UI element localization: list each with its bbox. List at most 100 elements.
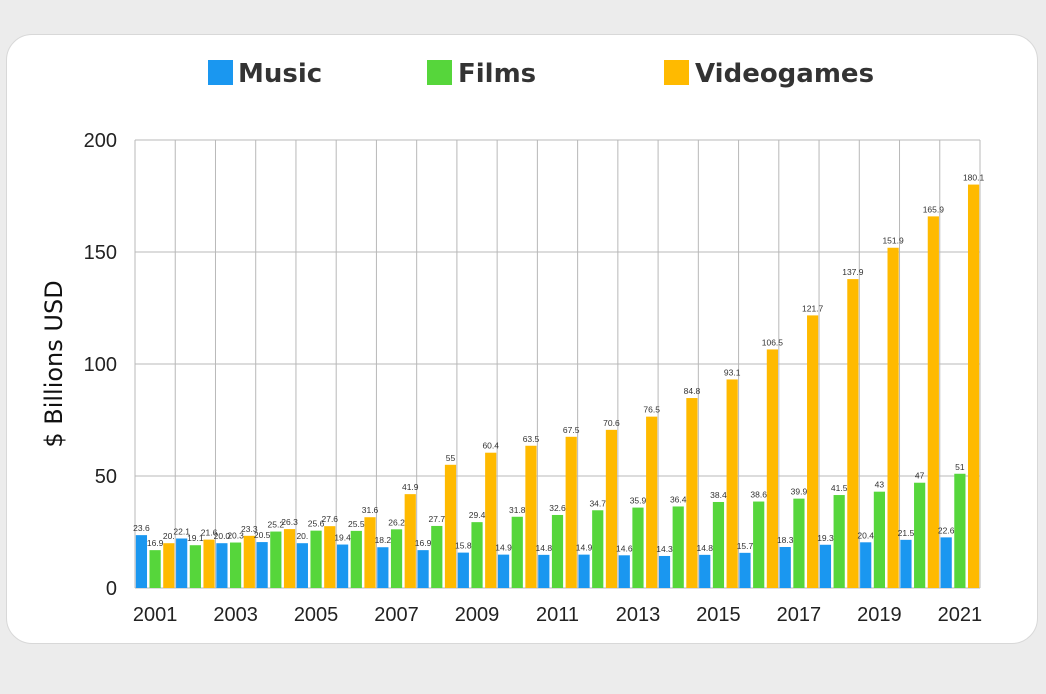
- x-tick-label: 2001: [133, 604, 178, 626]
- data-label-videogames-2017: 121.7: [802, 303, 824, 313]
- data-label-videogames-2016: 106.5: [762, 337, 784, 347]
- bar-films-2015: [712, 501, 725, 588]
- legend-label-films: Films: [458, 59, 536, 89]
- bar-videogames-2006: [364, 517, 376, 588]
- bar-music-2018: [819, 544, 832, 588]
- data-label-music-2006: 19.4: [334, 533, 351, 543]
- bar-music-2005: [296, 543, 308, 588]
- bar-videogames-2011: [565, 436, 577, 588]
- data-label-films-2013: 35.9: [630, 496, 647, 506]
- bar-films-2007: [390, 529, 403, 588]
- data-label-music-2001: 23.6: [133, 523, 150, 533]
- data-label-videogames-2004: 26.3: [281, 517, 298, 527]
- bar-videogames-2019: [887, 247, 899, 588]
- bar-films-2017: [793, 498, 805, 588]
- bar-music-2020: [900, 539, 912, 588]
- bar-films-2020: [914, 482, 926, 588]
- data-label-videogames-2009: 60.4: [482, 441, 499, 451]
- data-label-videogames-2001: 20.: [163, 531, 175, 541]
- bar-videogames-2014: [686, 398, 698, 588]
- bar-films-2011: [551, 514, 564, 588]
- bar-music-2007: [377, 547, 389, 588]
- bar-videogames-2009: [485, 452, 497, 588]
- data-label-videogames-2014: 84.8: [684, 386, 701, 396]
- data-label-music-2013: 14.6: [616, 543, 633, 553]
- data-label-videogames-2021: 180.1: [963, 173, 985, 183]
- bar-films-2019: [873, 491, 886, 588]
- data-label-music-2011: 14.8: [536, 543, 553, 553]
- data-label-music-2018: 19.3: [817, 533, 834, 543]
- bar-music-2012: [578, 554, 590, 588]
- data-label-music-2019: 20.4: [857, 530, 874, 540]
- data-label-music-2016: 15.7: [737, 541, 754, 551]
- bar-videogames-2005: [324, 526, 336, 588]
- data-label-videogames-2002: 21.6: [201, 528, 218, 538]
- x-tick-label: 2005: [294, 604, 339, 626]
- bar-music-2010: [497, 554, 510, 588]
- bar-films-2001: [149, 550, 161, 588]
- bar-music-2016: [739, 552, 751, 588]
- bar-videogames-2004: [283, 529, 296, 588]
- legend-item-music: Music: [208, 59, 322, 89]
- bar-films-2009: [471, 522, 483, 588]
- bar-videogames-2017: [807, 315, 819, 588]
- x-tick-label: 2013: [616, 604, 661, 626]
- data-label-videogames-2011: 67.5: [563, 425, 580, 435]
- bar-music-2017: [779, 547, 791, 588]
- bar-music-2014: [658, 555, 671, 588]
- y-tick-label: 50: [95, 466, 117, 488]
- data-label-films-2010: 31.8: [509, 505, 526, 515]
- data-label-films-2009: 29.4: [469, 510, 486, 520]
- data-label-videogames-2007: 41.9: [402, 482, 419, 492]
- data-label-films-2002: 19.1: [187, 533, 204, 543]
- data-label-films-2011: 32.6: [549, 503, 566, 513]
- data-label-music-2003: 20.0: [214, 531, 231, 541]
- bar-films-2003: [229, 542, 242, 588]
- bar-films-2004: [270, 531, 282, 588]
- y-tick-label: 100: [84, 354, 117, 376]
- data-label-videogames-2013: 76.5: [643, 405, 660, 415]
- data-label-music-2007: 18.2: [375, 535, 392, 545]
- data-label-films-2016: 38.6: [750, 490, 767, 500]
- y-tick-label: 0: [106, 578, 117, 600]
- bar-films-2016: [753, 501, 765, 588]
- data-label-music-2020: 21.5: [898, 528, 915, 538]
- x-tick-label: 2003: [213, 604, 258, 626]
- data-label-films-2005: 25.6: [308, 519, 325, 529]
- bar-music-2008: [417, 550, 429, 588]
- data-label-films-2014: 36.4: [670, 494, 687, 504]
- bar-films-2010: [511, 516, 523, 588]
- bar-music-2004: [256, 542, 268, 588]
- data-label-films-2019: 43: [875, 480, 885, 490]
- data-label-music-2002: 22.1: [173, 526, 190, 536]
- data-label-videogames-2020: 165.9: [923, 204, 945, 214]
- data-label-music-2015: 14.8: [696, 543, 713, 553]
- data-label-videogames-2010: 63.5: [523, 434, 540, 444]
- bar-videogames-2016: [766, 349, 778, 588]
- data-label-videogames-2018: 137.9: [842, 267, 864, 277]
- data-label-videogames-2005: 27.6: [321, 514, 338, 524]
- bar-videogames-2012: [605, 429, 618, 588]
- bar-films-2014: [672, 506, 684, 588]
- data-label-videogames-2019: 151.9: [882, 236, 904, 246]
- bar-music-2009: [457, 552, 469, 588]
- data-label-music-2021: 22.6: [938, 525, 955, 535]
- data-label-music-2008: 16.9: [415, 538, 432, 548]
- data-label-videogames-2012: 70.6: [603, 418, 620, 428]
- bar-videogames-2021: [967, 184, 980, 589]
- x-tick-label: 2009: [455, 604, 500, 626]
- bar-music-2011: [538, 554, 550, 588]
- y-tick-label: 200: [84, 130, 117, 152]
- bar-films-2012: [592, 510, 604, 588]
- bar-films-2008: [431, 525, 443, 588]
- bar-music-2006: [337, 544, 349, 588]
- y-tick-label: 150: [84, 242, 117, 264]
- bar-music-2021: [940, 537, 952, 588]
- x-tick-label: 2019: [857, 604, 902, 626]
- bar-films-2021: [954, 473, 966, 588]
- x-tick-labels: 2001 2003 2005 2007 2009 2011 2013 2015 2017 2019…: [133, 604, 982, 626]
- bar-films-2006: [350, 530, 362, 588]
- bar-videogames-2002: [203, 539, 215, 588]
- data-label-films-2012: 34.7: [589, 498, 606, 508]
